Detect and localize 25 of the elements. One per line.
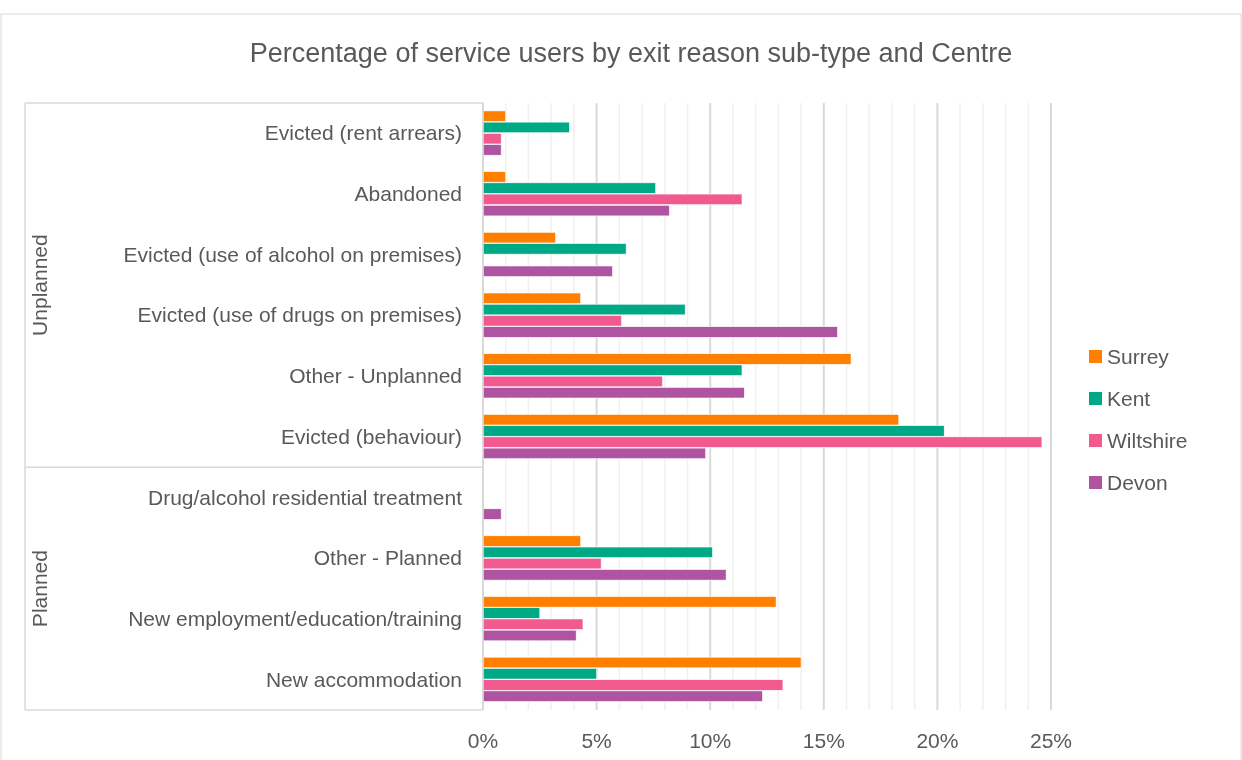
legend-label: Kent	[1107, 387, 1151, 410]
x-tick-label: 15%	[802, 729, 845, 752]
bar	[482, 508, 502, 520]
y-tick-label: Other - Planned	[313, 546, 462, 570]
y-tick-label: New employment/education/training	[128, 606, 462, 630]
y-tick-label: Evicted (rent arrears)	[264, 121, 462, 145]
chart-title: Percentage of service users by exit reason sub-type and Centre	[249, 38, 1013, 68]
y-tick-label: Abandoned	[354, 182, 462, 206]
legend-label: Surrey	[1107, 345, 1170, 368]
y-tick-label: Evicted (use of drugs on premises)	[137, 303, 462, 327]
x-tick-label: 10%	[689, 729, 732, 752]
y-tick-label: Evicted (use of alcohol on premises)	[123, 242, 462, 266]
x-tick-label: 0%	[467, 729, 499, 752]
y-tick-label: New accommodation	[265, 667, 462, 691]
y-tick-label: Drug/alcohol residential treatment	[148, 485, 463, 509]
y-tick-label: Other - Unplanned	[289, 364, 462, 388]
legend-label: Wiltshire	[1107, 429, 1188, 452]
x-tick-label: 5%	[581, 729, 612, 752]
legend-label: Devon	[1107, 471, 1168, 494]
text: Unplanned	[28, 234, 51, 336]
bar	[482, 265, 613, 277]
x-tick-label: 25%	[1029, 729, 1073, 752]
y-tick-label: Evicted (behaviour)	[281, 424, 462, 448]
x-tick-label: 20%	[916, 729, 959, 752]
text: Planned	[28, 550, 51, 628]
